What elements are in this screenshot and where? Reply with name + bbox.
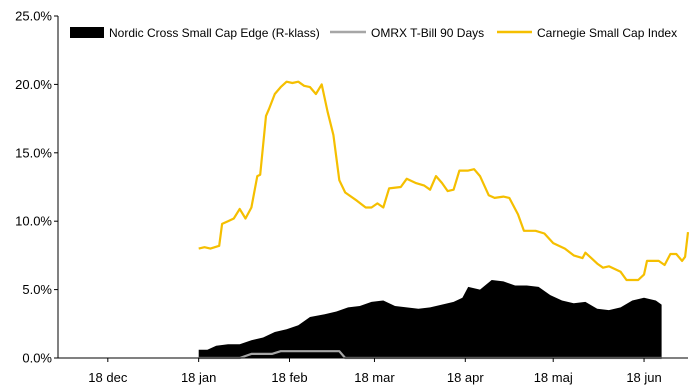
y-tick-label: 10.0% bbox=[15, 214, 52, 229]
legend-item-omrx: OMRX T-Bill 90 Days bbox=[330, 26, 484, 40]
x-tick-label: 18 feb bbox=[271, 370, 307, 385]
legend-swatch-nordic-cross bbox=[70, 27, 104, 38]
x-axis-ticks: 18 dec 18 jan 18 feb 18 mar 18 apr 18 maj 18 j… bbox=[88, 358, 662, 385]
x-tick-label: 18 maj bbox=[534, 370, 573, 385]
series-carnegie-line bbox=[198, 80, 690, 282]
series-layer bbox=[198, 80, 690, 360]
y-tick-label: 20.0% bbox=[15, 77, 52, 92]
legend-label-nordic-cross: Nordic Cross Small Cap Edge (R-klass) bbox=[109, 26, 320, 40]
legend-label-carnegie: Carnegie Small Cap Index bbox=[537, 26, 677, 40]
y-axis-ticks: 0.0% 5.0% 10.0% 15.0% 20.0% 25.0% bbox=[15, 9, 58, 366]
legend-item-nordic-cross: Nordic Cross Small Cap Edge (R-klass) bbox=[70, 26, 320, 40]
x-tick-label: 18 mar bbox=[354, 370, 395, 385]
y-tick-label: 15.0% bbox=[15, 145, 52, 160]
series-omrx-line bbox=[198, 350, 662, 360]
x-tick-label: 18 jan bbox=[181, 370, 216, 385]
x-tick-label: 18 jun bbox=[626, 370, 661, 385]
series-nordic-cross-area bbox=[198, 280, 662, 358]
legend-label-omrx: OMRX T-Bill 90 Days bbox=[371, 26, 484, 40]
y-tick-label: 0.0% bbox=[22, 351, 52, 366]
x-tick-label: 18 apr bbox=[447, 370, 485, 385]
y-tick-label: 5.0% bbox=[22, 282, 52, 297]
y-tick-label: 25.0% bbox=[15, 9, 52, 24]
legend: Nordic Cross Small Cap Edge (R-klass) OM… bbox=[70, 26, 677, 40]
x-tick-label: 18 dec bbox=[88, 370, 128, 385]
legend-item-carnegie: Carnegie Small Cap Index bbox=[497, 26, 677, 40]
